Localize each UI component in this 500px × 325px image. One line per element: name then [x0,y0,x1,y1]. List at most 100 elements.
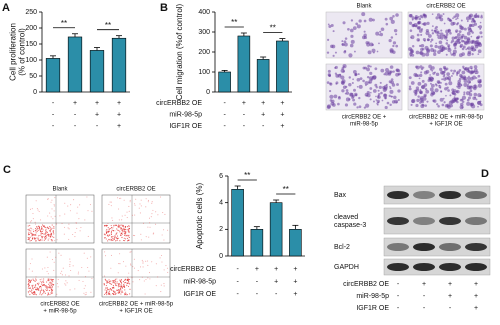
blot-band [439,191,461,199]
event-dot [34,221,36,223]
condition-sign: - [423,293,426,300]
cell-stain [365,84,367,87]
event-dot [115,278,117,280]
event-dot [49,234,51,236]
event-dot [28,281,30,283]
image-caption: circERBB2 OE + [342,115,387,121]
cell-stain [383,93,388,98]
condition-sign: + [73,100,77,107]
event-dot [51,199,53,201]
cell-stain [364,36,368,40]
cell-stain [471,53,474,56]
event-dot [35,232,37,234]
cell-stain [380,68,385,73]
y-tick-label: 6 [219,173,223,180]
event-dot [109,293,111,295]
cell-stain [457,40,461,45]
event-dot [38,227,40,229]
cell-stain [442,34,446,38]
event-dot [128,210,130,212]
cell-stain [429,44,433,48]
cell-stain [421,52,426,57]
event-dot [32,292,34,294]
event-dot [123,282,125,284]
image-caption: circERBB2 OE [40,302,79,308]
event-dot [83,292,85,294]
cell-stain [438,16,441,19]
cell-stain [475,70,479,75]
event-dot [124,292,126,294]
event-dot [50,289,52,291]
event-dot [110,267,112,269]
event-dot [45,235,47,237]
event-dot [147,226,149,228]
event-dot [86,257,88,259]
event-dot [61,270,63,272]
cell-stain [363,106,367,109]
event-dot [28,279,30,281]
event-dot [50,239,52,241]
cell-stain [430,40,432,43]
cell-stain [423,83,428,87]
event-dot [113,224,115,226]
event-dot [40,230,42,232]
event-dot [113,280,115,282]
cell-stain [440,44,444,49]
event-dot [45,287,47,289]
cell-stain [344,37,348,40]
cell-stain [449,104,453,108]
event-dot [39,291,41,293]
event-dot [29,280,31,283]
condition-sign: - [74,123,77,130]
blot-band [387,217,409,225]
event-dot [68,275,70,277]
event-dot [53,210,55,212]
event-dot [111,239,113,241]
event-dot [157,214,159,216]
event-dot [44,226,46,228]
event-dot [49,283,51,285]
condition-sign: - [423,305,426,312]
event-dot [129,199,131,201]
cell-stain [363,19,367,23]
cell-stain [449,32,452,35]
event-dot [38,282,40,284]
event-dot [126,237,128,239]
event-dot [112,219,114,221]
cell-stain [469,27,472,30]
event-dot [74,231,76,234]
event-dot [116,228,118,230]
cell-stain [420,85,425,89]
cell-stain [361,12,366,17]
event-dot [81,266,83,269]
event-dot [34,289,37,291]
event-dot [41,285,44,287]
cell-stain [451,91,455,95]
event-dot [53,229,55,232]
cell-stain [418,17,422,21]
cell-stain [410,49,415,54]
cell-stain [374,83,378,87]
cell-stain [397,99,400,102]
event-dot [141,259,143,261]
event-dot [84,285,86,287]
condition-sign: - [262,123,265,130]
event-dot [37,284,40,286]
event-dot [107,234,109,236]
event-dot [107,281,109,283]
cell-stain [351,81,354,85]
cell-stain [468,81,471,84]
cell-stain [470,70,475,74]
event-dot [67,205,69,207]
event-dot [116,235,118,237]
cell-stain [461,100,465,103]
cell-stain [463,82,468,87]
cell-stain [389,103,392,107]
cell-stain [459,36,464,40]
event-dot [127,229,129,231]
condition-sign: - [256,291,259,298]
cell-stain [436,28,438,31]
event-dot [148,236,150,238]
cell-stain [384,17,388,21]
cell-stain [396,83,399,86]
